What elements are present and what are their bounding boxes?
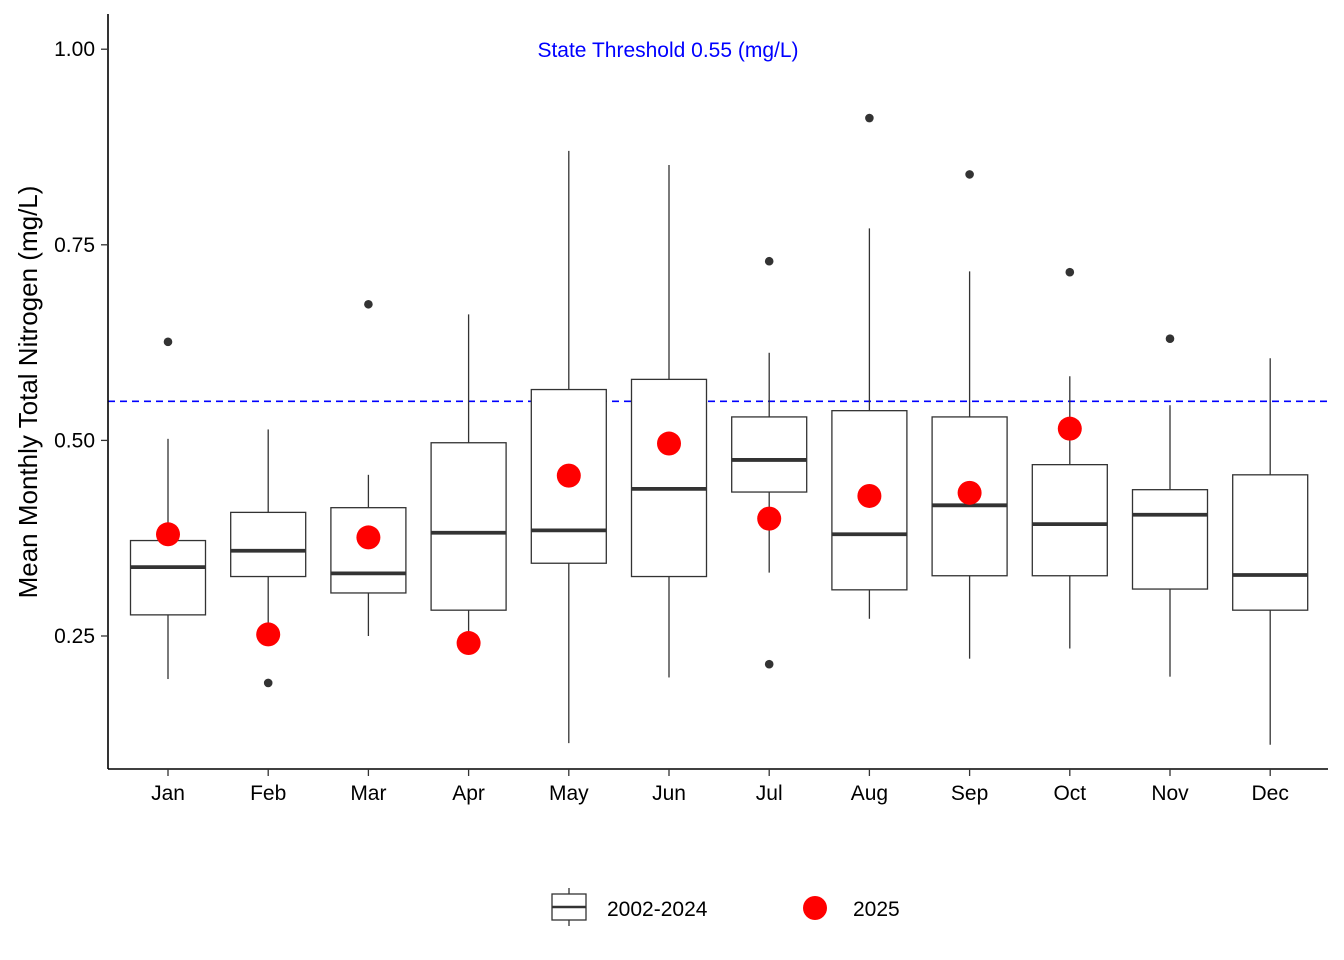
outlier-feb-0 — [263, 678, 273, 688]
y-tick-label: 0.75 — [54, 234, 95, 257]
outlier-jul-0 — [764, 256, 774, 266]
outlier-sep-0 — [965, 170, 974, 179]
point-2025-jan — [156, 522, 180, 547]
box-mar — [330, 507, 407, 594]
outlier-jan-0 — [163, 337, 173, 347]
y-tick-label: 0.25 — [54, 625, 95, 648]
legend: 2002-2024 2025 — [551, 888, 900, 926]
boxplot-may — [530, 150, 607, 744]
boxplot-nov — [1131, 334, 1209, 677]
point-2025-apr — [456, 631, 481, 656]
y-axis-title: Mean Monthly Total Nitrogen (mg/L) — [13, 186, 43, 599]
box-feb — [230, 511, 307, 578]
point-2025-sep — [957, 480, 982, 505]
point-2025-jun — [657, 431, 681, 456]
box-jun — [630, 378, 708, 578]
boxplot-apr — [430, 314, 507, 636]
legend-point-swatch — [803, 896, 827, 920]
box-jul — [731, 416, 808, 493]
boxplot-dec — [1232, 358, 1309, 745]
x-tick-label: Mar — [350, 782, 386, 805]
outlier-jul-1 — [764, 659, 774, 669]
x-tick-label: Feb — [250, 782, 286, 805]
boxplot-jul — [731, 256, 808, 669]
x-tick-label: Oct — [1053, 782, 1086, 805]
y-tick-label: 0.50 — [54, 429, 95, 452]
x-tick-label: Sep — [951, 782, 988, 805]
point-2025-may — [556, 463, 581, 488]
box-nov — [1131, 489, 1209, 590]
y-tick-label: 1.00 — [54, 38, 95, 61]
box-oct — [1031, 464, 1108, 577]
x-tick-label: Jan — [151, 782, 185, 805]
outlier-oct-0 — [1065, 267, 1075, 277]
box-dec — [1232, 474, 1309, 611]
boxplot-oct — [1031, 267, 1108, 649]
boxplot-jun — [630, 165, 708, 678]
box-jan — [129, 539, 207, 616]
legend-item-boxplot: 2002-2024 — [551, 888, 708, 926]
axes: 0.25 0.50 0.75 1.00 Jan Feb Mar Apr May Jun Jul Aug… — [54, 14, 1328, 805]
outlier-mar-0 — [364, 299, 373, 309]
outlier-aug-0 — [865, 113, 874, 123]
points-2025-layer — [156, 416, 1082, 656]
boxplot-sep — [931, 170, 1008, 659]
x-tick-label: Jul — [756, 782, 783, 805]
point-2025-oct — [1057, 416, 1082, 441]
boxplot-aug — [831, 113, 908, 619]
x-tick-label: Nov — [1151, 782, 1189, 805]
boxplot-jan — [129, 337, 207, 680]
box-apr — [430, 442, 507, 611]
x-tick-label: Apr — [452, 782, 485, 805]
outlier-nov-0 — [1165, 334, 1175, 343]
point-2025-aug — [857, 483, 882, 508]
threshold-label: State Threshold 0.55 (mg/L) — [537, 39, 798, 62]
x-tick-label: Jun — [652, 782, 686, 805]
x-tick-label: Aug — [851, 782, 888, 805]
legend-item-points: 2025 — [803, 896, 900, 921]
x-tick-label: Dec — [1252, 782, 1289, 805]
legend-label-points: 2025 — [853, 898, 900, 921]
point-2025-mar — [356, 525, 381, 550]
legend-label-boxplot: 2002-2024 — [607, 898, 708, 921]
boxplot-layer — [129, 113, 1309, 745]
boxplot-feb — [230, 429, 307, 688]
point-2025-jul — [757, 506, 782, 531]
point-2025-feb — [256, 622, 281, 647]
boxplot-mar — [330, 299, 407, 636]
x-tick-label: May — [549, 782, 589, 805]
